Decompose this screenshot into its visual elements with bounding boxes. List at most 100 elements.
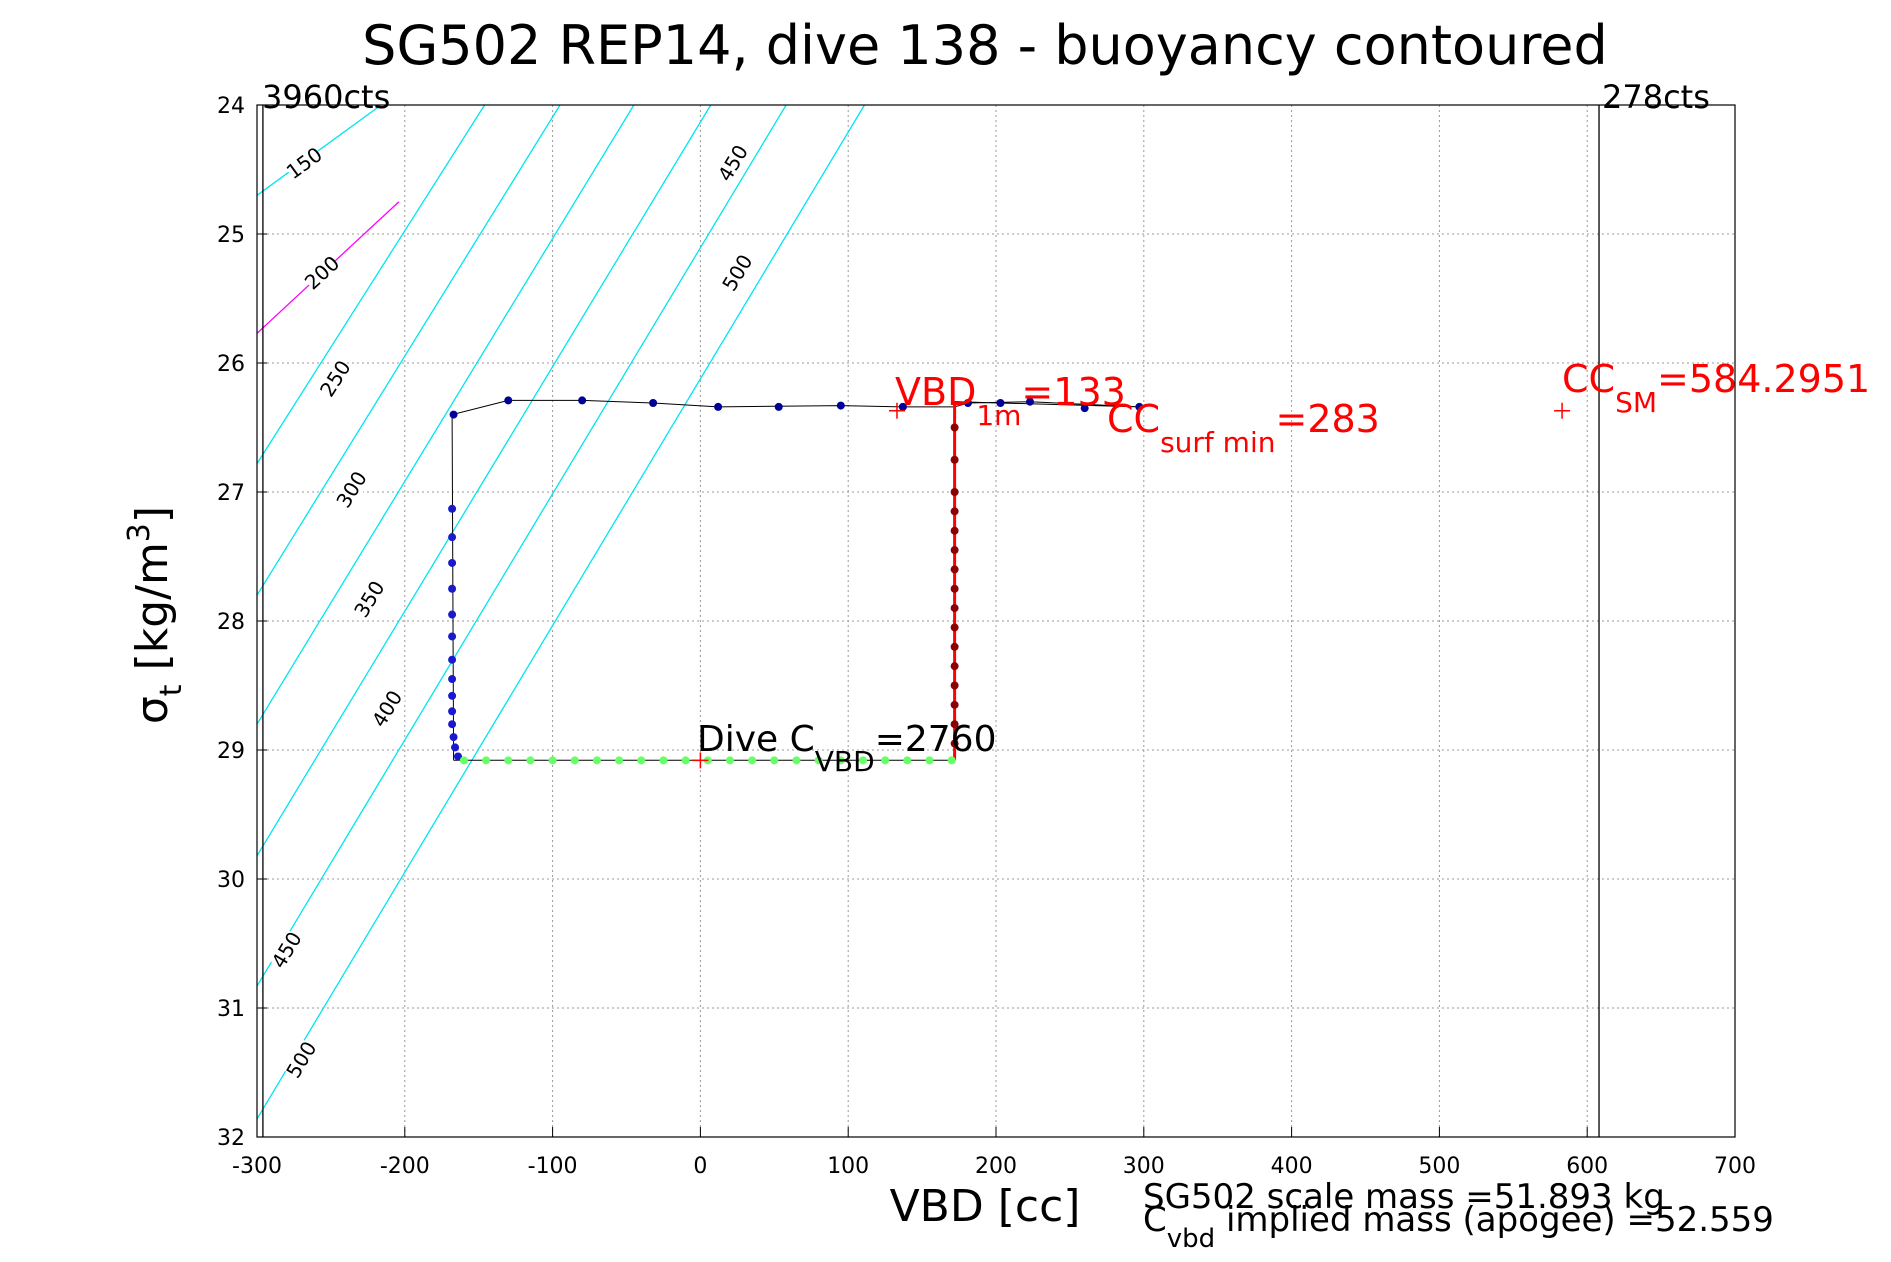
contour-label: 350 xyxy=(349,577,389,622)
x-axis-ticks: -300 -200 -100 0 100 200 300 400 500 600 700 xyxy=(232,1127,1756,1179)
data-point xyxy=(950,423,959,432)
contour-label: 300 xyxy=(331,467,371,512)
data-point xyxy=(592,756,601,765)
y-tick-label: 29 xyxy=(217,739,245,764)
data-point xyxy=(950,720,959,729)
data-point xyxy=(950,642,959,651)
data-point xyxy=(748,756,757,765)
y-label-base: σ xyxy=(127,696,178,724)
annotation-dive-c-vbd: Dive CVBD=2760 xyxy=(697,719,996,778)
footer-implied-tail: implied mass (apogee) =52.559 xyxy=(1215,1200,1774,1240)
data-point xyxy=(448,675,457,684)
contour-label-bg xyxy=(712,140,752,185)
chart-title: SG502 REP14, dive 138 - buoyancy contour… xyxy=(362,14,1608,77)
x-tick-label: 0 xyxy=(693,1154,707,1179)
y-tick-label: 27 xyxy=(217,481,245,506)
data-point xyxy=(950,488,959,496)
grid xyxy=(256,104,1736,1138)
dive-c-sub: VBD xyxy=(815,745,875,778)
dive-c-value: =2760 xyxy=(875,719,997,760)
data-point xyxy=(996,398,1005,407)
x-tick-label: -200 xyxy=(380,1154,430,1179)
plus-marker xyxy=(1554,402,1571,419)
y-label-sub: t xyxy=(154,684,189,696)
data-point xyxy=(449,410,458,419)
contour-label: 150 xyxy=(282,142,327,184)
data-point xyxy=(448,610,457,619)
cc-surf-base: CC xyxy=(1107,397,1160,441)
y-label-sup: 3 xyxy=(122,523,157,542)
x-tick-label: -100 xyxy=(528,1154,578,1179)
data-point xyxy=(578,396,587,405)
data-point xyxy=(950,455,959,464)
footer-implied-mass: Cvbd implied mass (apogee) =52.559 xyxy=(1143,1200,1774,1254)
vbd-1m-sub: 1m xyxy=(976,399,1021,432)
data-point xyxy=(454,752,463,761)
contour-line xyxy=(256,104,787,987)
contour-label-bg xyxy=(366,686,406,730)
data-point xyxy=(950,584,959,593)
annotation-cc-sm: CCSM=584.2951 xyxy=(1562,357,1870,419)
footer-c-base: C xyxy=(1143,1200,1167,1240)
dive-c-base: Dive C xyxy=(697,719,815,760)
vbd-1m-base: VBD xyxy=(895,370,976,414)
data-point xyxy=(714,402,723,411)
vbd-1m-value: =133 xyxy=(1021,370,1125,414)
data-point xyxy=(448,558,457,567)
data-point xyxy=(858,756,867,765)
data-point xyxy=(950,507,959,516)
data-point xyxy=(448,707,457,716)
data-point xyxy=(950,623,959,632)
y-tick-label: 31 xyxy=(217,997,245,1022)
y-tick-label: 26 xyxy=(217,352,245,377)
markers xyxy=(692,402,1571,769)
dive-trajectory xyxy=(451,399,1140,761)
data-point xyxy=(615,756,624,765)
contour-label: 450 xyxy=(266,927,306,972)
data-point xyxy=(774,402,783,411)
data-point xyxy=(1025,397,1034,406)
data-point xyxy=(526,756,535,765)
contour-line xyxy=(256,104,382,196)
data-point xyxy=(836,756,845,765)
contour-label: 500 xyxy=(717,250,757,295)
dive-path xyxy=(451,399,1140,761)
contour-line xyxy=(256,104,866,1120)
annotation-vbd-1m: VBD1m=133 xyxy=(895,370,1126,432)
x-tick-label: 700 xyxy=(1714,1154,1756,1179)
cc-surf-sub: surf min xyxy=(1160,426,1275,459)
data-point xyxy=(570,756,579,765)
contour-label-bg xyxy=(266,927,306,972)
y-tick-label: 24 xyxy=(217,94,245,119)
data-point xyxy=(1080,404,1089,413)
data-point xyxy=(548,756,557,765)
contour-line xyxy=(256,104,635,725)
data-point xyxy=(637,756,646,765)
data-point xyxy=(950,604,959,613)
x-tick-label: 200 xyxy=(975,1154,1017,1179)
y-axis-label: σt [kg/m3] xyxy=(122,506,189,724)
contour-label-bg xyxy=(331,467,371,511)
data-point xyxy=(504,396,513,405)
data-point xyxy=(881,756,890,765)
max-limit-label: 278cts xyxy=(1602,78,1710,116)
plus-marker xyxy=(692,752,709,769)
y-tick-label: 28 xyxy=(217,610,245,635)
footer-scale-mass: SG502 scale mass =51.893 kg xyxy=(1143,1177,1665,1217)
data-point xyxy=(659,756,668,765)
cc-sm-sub: SM xyxy=(1615,386,1657,419)
data-point xyxy=(903,756,912,765)
plus-marker xyxy=(888,402,905,419)
contour-label-bg xyxy=(314,356,355,400)
data-points xyxy=(448,396,1144,765)
contour-label-bg xyxy=(280,1037,321,1081)
footer-c-sub: vbd xyxy=(1167,1224,1215,1254)
y-tick-label: 32 xyxy=(217,1126,245,1151)
x-tick-label: 600 xyxy=(1566,1154,1608,1179)
data-point xyxy=(950,739,959,748)
annotation-cc-surf-min: CCsurf min=283 xyxy=(1107,397,1380,459)
contour-label-bg xyxy=(299,250,343,294)
data-point xyxy=(448,533,457,542)
